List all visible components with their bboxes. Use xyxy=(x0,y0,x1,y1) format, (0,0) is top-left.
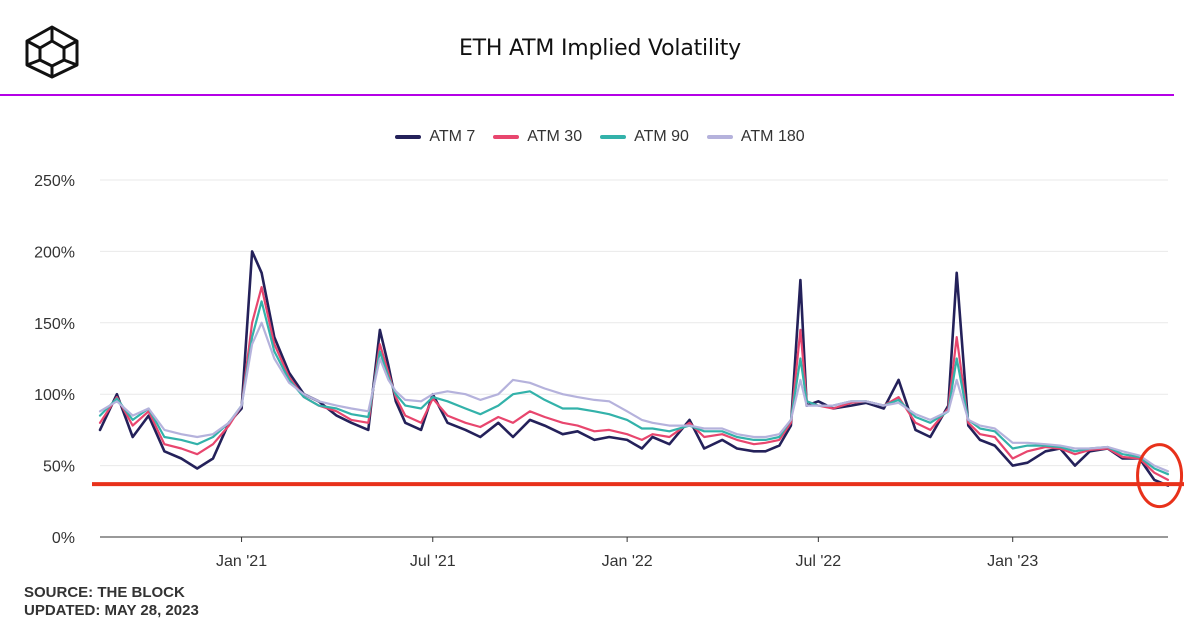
legend-label-atm-30: ATM 30 xyxy=(527,128,583,145)
the-block-logo-icon xyxy=(25,25,79,79)
legend-swatch-atm-90 xyxy=(600,135,627,139)
legend-label-atm-180: ATM 180 xyxy=(740,128,805,145)
legend-item-atm-90[interactable]: ATM 90 xyxy=(600,128,689,146)
series-line-atm-7 xyxy=(98,250,1170,487)
y-tick-label: 150% xyxy=(34,316,75,333)
page-title: ETH ATM Implied Volatility xyxy=(458,36,742,61)
y-tick-label: 0% xyxy=(52,530,75,547)
legend-item-atm-30[interactable]: ATM 30 xyxy=(493,128,582,146)
updated-note: UPDATED: MAY 28, 2023 xyxy=(24,602,199,619)
header-divider xyxy=(0,94,1174,96)
y-tick-label: 250% xyxy=(34,173,75,190)
x-tick-label: Jul '22 xyxy=(795,553,841,570)
y-tick-label: 200% xyxy=(34,244,75,261)
x-tick-label: Jan '23 xyxy=(987,553,1038,570)
chart-footer: SOURCE: THE BLOCK UPDATED: MAY 28, 2023 xyxy=(24,584,199,620)
legend-swatch-atm-7 xyxy=(395,135,422,139)
chart-legend: ATM 7 ATM 30 ATM 90 ATM 180 xyxy=(0,128,1200,146)
x-tick-label: Jan '22 xyxy=(602,553,653,570)
highlight-circle xyxy=(1136,443,1184,509)
x-tick-label: Jan '21 xyxy=(216,553,267,570)
legend-item-atm-180[interactable]: ATM 180 xyxy=(706,128,805,146)
series-line-atm-180 xyxy=(98,321,1170,473)
series-line-atm-90 xyxy=(98,300,1170,476)
legend-label-atm-90: ATM 90 xyxy=(634,128,689,145)
source-note: SOURCE: THE BLOCK xyxy=(24,584,185,601)
series-line-atm-30 xyxy=(98,286,1170,481)
legend-swatch-atm-30 xyxy=(493,135,520,139)
y-tick-label: 50% xyxy=(43,459,75,476)
legend-label-atm-7: ATM 7 xyxy=(429,128,476,145)
legend-swatch-atm-180 xyxy=(706,135,733,139)
x-tick-label: Jul '21 xyxy=(410,553,456,570)
legend-item-atm-7[interactable]: ATM 7 xyxy=(395,128,475,146)
y-tick-label: 100% xyxy=(34,387,75,404)
